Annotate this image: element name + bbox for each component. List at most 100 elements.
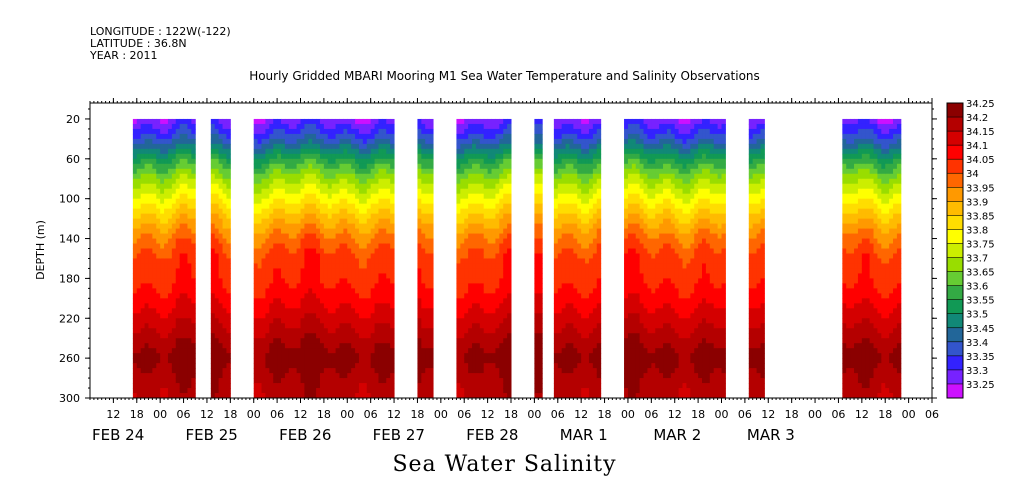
salinity-cell [390,378,395,384]
salinity-cell [370,308,376,314]
salinity-cell [592,343,598,349]
salinity-cell [265,343,270,349]
salinity-cell [160,268,165,274]
salinity-cell [479,188,485,195]
salinity-cell [479,208,485,215]
salinity-cell [386,223,391,230]
salinity-cell [468,338,473,344]
salinity-cell [534,183,539,190]
salinity-cell [390,363,395,369]
salinity-cell [167,368,173,374]
salinity-cell [136,323,142,329]
salinity-cell [316,298,321,304]
salinity-cell [553,163,559,170]
salinity-cell [160,388,165,394]
salinity-cell [136,373,142,379]
salinity-cell [300,253,305,259]
salinity-cell [487,193,493,200]
salinity-cell [179,333,185,339]
salinity-cell [487,308,493,314]
salinity-cell [475,293,481,299]
salinity-cell [456,273,461,279]
salinity-cell [573,198,578,205]
salinity-cell [479,153,485,160]
salinity-cell [273,208,278,215]
salinity-cell [417,258,422,264]
salinity-cell [561,273,567,279]
salinity-cell [495,263,500,269]
salinity-cell [331,338,337,344]
salinity-cell [136,148,142,155]
salinity-cell [573,253,578,259]
salinity-cell [218,338,224,344]
salinity-cell [171,393,177,398]
salinity-cell [362,388,368,394]
salinity-cell [292,178,298,185]
salinity-cell [479,308,485,314]
salinity-cell [464,228,469,235]
salinity-cell [386,343,391,349]
salinity-cell [588,328,594,334]
salinity-cell [269,283,274,289]
salinity-cell [253,183,259,190]
salinity-cell [429,153,434,160]
salinity-cell [429,228,434,235]
salinity-cell [339,358,344,364]
salinity-cell [281,118,286,125]
salinity-cell [257,318,263,324]
salinity-cell [288,163,294,170]
salinity-cell [296,188,301,195]
salinity-cell [300,353,305,359]
salinity-cell [171,318,177,324]
salinity-cell [581,333,586,339]
salinity-cell [214,143,220,150]
salinity-cell [277,363,282,369]
salinity-cell [253,203,259,210]
salinity-cell [304,383,309,389]
salinity-cell [417,358,422,364]
salinity-cell [472,123,477,130]
salinity-cell [323,303,329,309]
salinity-cell [343,123,348,130]
salinity-cell [253,173,259,180]
salinity-cell [214,293,220,299]
salinity-cell [370,133,376,140]
salinity-cell [362,188,368,195]
salinity-cell [596,323,602,329]
salinity-cell [390,183,395,190]
salinity-cell [144,218,149,225]
salinity-cell [472,308,477,314]
salinity-cell [347,268,352,274]
salinity-cell [386,218,391,225]
salinity-cell [374,263,379,269]
salinity-cell [491,378,496,384]
salinity-cell [499,233,504,240]
salinity-cell [456,208,461,215]
salinity-cell [140,323,146,329]
salinity-cell [538,233,543,240]
salinity-cell [366,168,372,175]
salinity-cell [596,343,602,349]
salinity-cell [425,148,430,155]
salinity-cell [347,188,352,195]
salinity-cell [339,213,344,220]
salinity-cell [296,243,301,250]
salinity-cell [592,263,598,269]
salinity-cell [183,153,188,160]
salinity-cell [351,388,356,394]
salinity-cell [347,203,352,210]
salinity-cell [362,153,368,160]
salinity-cell [218,138,224,145]
salinity-cell [187,263,192,269]
salinity-cell [472,273,477,279]
salinity-cell [148,378,153,384]
salinity-cell [319,253,325,259]
salinity-cell [148,318,153,324]
salinity-cell [581,258,586,264]
salinity-cell [214,278,220,284]
salinity-cell [475,163,481,170]
salinity-cell [191,148,196,155]
salinity-cell [456,328,461,334]
salinity-cell [581,363,586,369]
salinity-cell [152,273,157,279]
